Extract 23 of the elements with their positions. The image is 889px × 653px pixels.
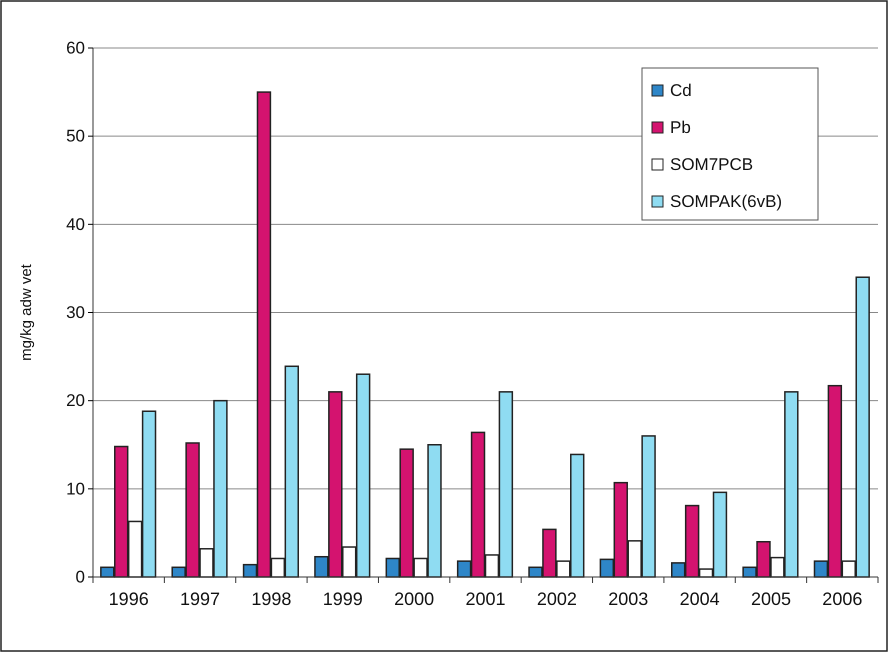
x-tick-label: 2006 xyxy=(822,589,862,610)
x-tick-label: 1999 xyxy=(322,589,363,610)
legend-label: SOMPAK(6vB) xyxy=(670,192,782,211)
x-tick-label: 2002 xyxy=(536,589,577,610)
x-tick-label: 2001 xyxy=(465,589,506,610)
y-tick-label: 0 xyxy=(76,567,85,586)
legend-label: Pb xyxy=(670,118,691,137)
legend-label: SOM7PCB xyxy=(670,155,754,174)
y-tick-label: 30 xyxy=(66,302,85,322)
x-tick-label: 2004 xyxy=(680,589,720,610)
y-tick-label: 10 xyxy=(66,479,85,498)
y-tick-label: 20 xyxy=(66,391,85,410)
y-tick-label: 50 xyxy=(66,126,85,146)
y-tick-label: 40 xyxy=(66,214,85,234)
x-tick-label: 2005 xyxy=(750,589,791,610)
y-axis-title: mg/kg adw vet xyxy=(18,263,35,361)
x-tick-label: 1996 xyxy=(108,589,149,610)
x-tick-label: 1998 xyxy=(251,589,292,610)
x-tick-label: 2000 xyxy=(394,589,434,610)
y-tick-label: 60 xyxy=(66,38,85,58)
legend-label: Cd xyxy=(670,81,692,100)
x-tick-label: 1997 xyxy=(180,589,220,610)
x-tick-label: 2003 xyxy=(608,589,648,610)
